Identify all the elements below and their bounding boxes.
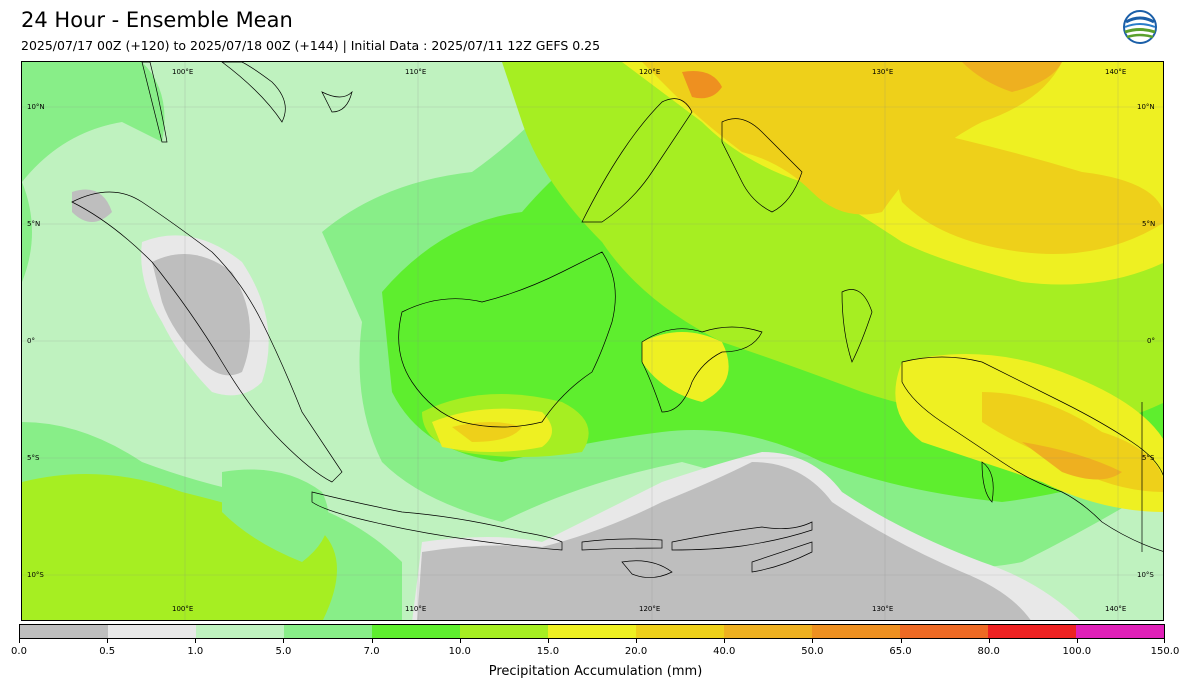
colorbar-tick-label: 65.0 — [889, 646, 912, 657]
colorbar-segment — [900, 625, 988, 638]
lon-label-top: 110°E — [405, 68, 427, 76]
colorbar-tick-mark — [459, 639, 461, 643]
lat-label-right: 0° — [1147, 337, 1155, 345]
lon-label-top: 100°E — [172, 68, 194, 76]
lon-label-bottom: 130°E — [872, 605, 894, 613]
colorbar-segment — [548, 625, 636, 638]
colorbar-segment — [284, 625, 372, 638]
colorbar-segment — [988, 625, 1076, 638]
colorbar-tick-label: 10.0 — [448, 646, 471, 657]
colorbar-tick-mark — [371, 639, 373, 643]
map-title: 24 Hour - Ensemble Mean — [21, 8, 293, 32]
colorbar-tick-label: 150.0 — [1150, 646, 1180, 657]
colorbar-segment — [724, 625, 812, 638]
colorbar-segment — [196, 625, 284, 638]
colorbar-segment — [372, 625, 460, 638]
colorbar-segment — [812, 625, 900, 638]
colorbar-tick-label: 5.0 — [275, 646, 292, 657]
lon-label-top: 120°E — [639, 68, 661, 76]
colorbar-tick-label: 0.5 — [99, 646, 116, 657]
colorbar-segment — [20, 625, 108, 638]
lat-label-right: 10°S — [1137, 571, 1154, 579]
colorbar-tick-label: 100.0 — [1062, 646, 1092, 657]
precipitation-field — [22, 62, 1163, 620]
colorbar-label: Precipitation Accumulation (mm) — [488, 664, 703, 679]
colorbar-segment — [460, 625, 548, 638]
colorbar-tick-label: 40.0 — [713, 646, 736, 657]
colorbar-tick-label: 1.0 — [187, 646, 204, 657]
colorbar-tick-mark — [812, 639, 814, 643]
colorbar-tick-mark — [988, 639, 990, 643]
lon-label-top: 140°E — [1105, 68, 1127, 76]
lat-label-left: 5°S — [27, 454, 40, 462]
lat-label-left: 5°N — [27, 220, 41, 228]
colorbar-tick-label: 7.0 — [363, 646, 380, 657]
colorbar-tick-mark — [547, 639, 549, 643]
bmkg-logo — [1120, 10, 1160, 56]
lon-label-bottom: 140°E — [1105, 605, 1127, 613]
colorbar-tick-mark — [724, 639, 726, 643]
lon-label-bottom: 120°E — [639, 605, 661, 613]
lon-label-top: 130°E — [872, 68, 894, 76]
colorbar-tick-label: 0.0 — [11, 646, 27, 657]
lon-label-bottom: 110°E — [405, 605, 427, 613]
colorbar-tick-mark — [1164, 639, 1165, 643]
colorbar-segment — [108, 625, 196, 638]
colorbar-tick-mark — [636, 639, 638, 643]
colorbar-tick-mark — [107, 639, 109, 643]
colorbar-tick-mark — [195, 639, 197, 643]
lon-label-bottom: 100°E — [172, 605, 194, 613]
colorbar-tick-label: 20.0 — [624, 646, 648, 657]
colorbar-tick-label: 15.0 — [536, 646, 560, 657]
colorbar-segment — [636, 625, 724, 638]
lat-label-right: 5°S — [1142, 454, 1155, 462]
colorbar-tick-label: 80.0 — [977, 646, 1000, 657]
colorbar-tick-mark — [1076, 639, 1078, 643]
colorbar-tick-mark — [900, 639, 902, 643]
map-subtitle: 2025/07/17 00Z (+120) to 2025/07/18 00Z … — [21, 38, 601, 53]
precipitation-map: 100°E 110°E 120°E 130°E 140°E 100°E 110°… — [21, 61, 1164, 621]
colorbar-tick-label: 50.0 — [801, 646, 824, 657]
lat-label-left: 0° — [27, 337, 35, 345]
colorbar-segment — [1076, 625, 1164, 638]
lat-label-left: 10°N — [27, 103, 45, 111]
lat-label-left: 10°S — [27, 571, 44, 579]
colorbar-tick-mark — [19, 639, 20, 643]
colorbar-tick-mark — [283, 639, 285, 643]
bmkg-logo-icon — [1123, 10, 1157, 44]
colorbar — [19, 624, 1165, 639]
lat-label-right: 5°N — [1142, 220, 1156, 228]
lat-label-right: 10°N — [1137, 103, 1155, 111]
